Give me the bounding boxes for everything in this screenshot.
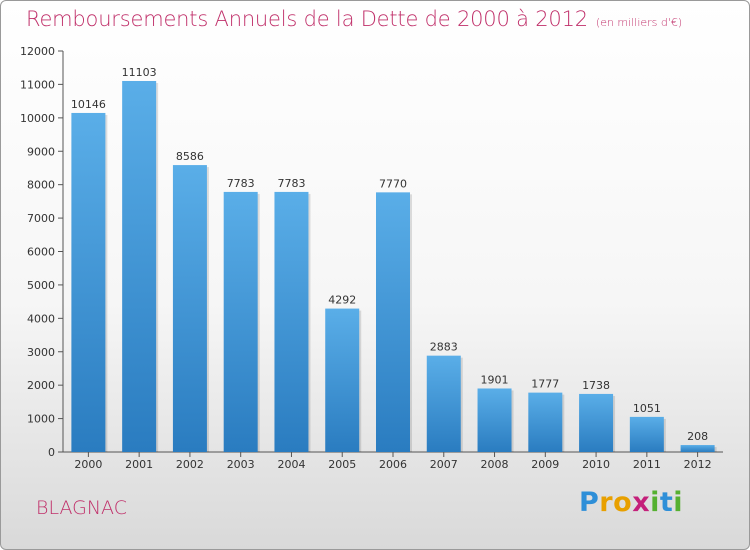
logo-letter: o (613, 487, 633, 518)
x-tick-label: 2002 (176, 458, 204, 471)
bar-2002 (172, 165, 207, 452)
bar-value-label: 7783 (277, 177, 305, 190)
bar-2009 (528, 392, 563, 452)
bar-value-label: 7770 (379, 177, 407, 190)
bar-2000 (71, 112, 106, 452)
bar-value-label: 4292 (328, 294, 356, 307)
x-tick-label: 2006 (379, 458, 407, 471)
x-tick-label: 2011 (633, 458, 661, 471)
bar-value-label: 2883 (430, 341, 458, 354)
y-tick-label: 6000 (27, 246, 55, 259)
x-tick-label: 2004 (277, 458, 305, 471)
logo-letter: t (659, 487, 674, 518)
chart-title: Remboursements Annuels de la Dette de 20… (26, 7, 682, 31)
bar-2010 (579, 393, 614, 452)
y-tick-label: 10000 (20, 112, 55, 125)
y-tick-label: 3000 (27, 346, 55, 359)
bar-2011 (629, 416, 664, 452)
logo-letter: i (673, 487, 684, 518)
y-tick-label: 5000 (27, 279, 55, 292)
y-tick-label: 2000 (27, 379, 55, 392)
unit-label: (en milliers d'€) (595, 16, 683, 29)
x-tick-label: 2001 (125, 458, 153, 471)
y-tick-label: 0 (48, 446, 55, 459)
bar-value-label: 11103 (122, 66, 157, 79)
bar-value-label: 1051 (633, 402, 661, 415)
logo-letter: x (632, 487, 651, 518)
proxiti-logo[interactable]: Proxiti (579, 487, 683, 518)
bar-value-label: 208 (687, 430, 708, 443)
bar-2008 (477, 388, 512, 452)
bar-2007 (426, 355, 461, 452)
x-tick-label: 2000 (74, 458, 102, 471)
y-tick-label: 11000 (20, 78, 55, 91)
bar-value-label: 8586 (176, 150, 204, 163)
bar-value-label: 1777 (531, 378, 559, 391)
logo-letter: i (650, 487, 660, 518)
bar-2005 (325, 308, 360, 452)
y-tick-label: 4000 (27, 312, 55, 325)
y-tick-label: 9000 (27, 145, 55, 158)
bar-2004 (274, 191, 309, 452)
logo-letter: r (599, 487, 614, 518)
bar-value-label: 10146 (71, 98, 106, 111)
x-tick-label: 2012 (684, 458, 712, 471)
bar-2001 (122, 80, 157, 453)
title-text: Remboursements Annuels de la Dette de 20… (26, 7, 588, 31)
y-tick-label: 7000 (27, 212, 55, 225)
axes: 0 1000 2000 3000 4000 5000 6000 7000 8000 9000 100… (20, 45, 723, 471)
x-tick-label: 2007 (430, 458, 458, 471)
bar-value-label: 1738 (582, 379, 610, 392)
x-tick-label: 2008 (481, 458, 509, 471)
bar-2012 (680, 445, 715, 452)
x-tick-label: 2005 (328, 458, 356, 471)
bar-value-label: 1901 (481, 373, 509, 386)
x-tick-label: 2010 (582, 458, 610, 471)
bars: 10146 11103 8586 7783 7783 4292 7770 2883 1901 17… (71, 66, 717, 453)
y-tick-label: 1000 (27, 413, 55, 426)
y-tick-label: 8000 (27, 179, 55, 192)
x-tick-label: 2003 (227, 458, 255, 471)
y-tick-label: 12000 (20, 45, 55, 58)
bar-2003 (223, 191, 258, 452)
bar-value-label: 7783 (227, 177, 255, 190)
x-tick-label: 2009 (531, 458, 559, 471)
logo-letter: P (579, 487, 600, 518)
bar-2006 (376, 192, 410, 453)
city-name: BLAGNAC (36, 497, 127, 519)
